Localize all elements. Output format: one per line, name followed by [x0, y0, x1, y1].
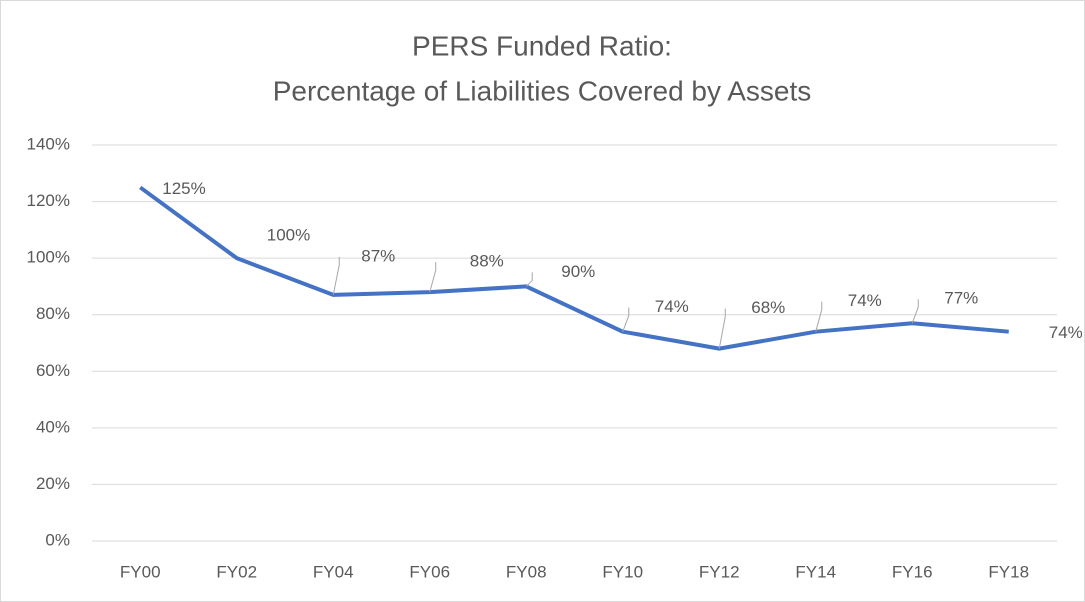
data-label: 125% — [162, 179, 205, 198]
data-label: 90% — [561, 262, 595, 281]
y-tick-label: 20% — [36, 474, 70, 493]
data-label: 100% — [267, 226, 310, 245]
x-tick-label: FY06 — [409, 562, 450, 581]
data-label: 87% — [361, 246, 395, 265]
y-tick-label: 80% — [36, 304, 70, 323]
y-tick-label: 140% — [27, 134, 70, 153]
x-tick-label: FY14 — [795, 562, 836, 581]
x-tick-label: FY18 — [988, 562, 1029, 581]
data-label: 77% — [944, 289, 978, 308]
leader-line — [815, 301, 823, 332]
x-tick-label: FY10 — [602, 562, 643, 581]
x-tick-label: FY12 — [699, 562, 740, 581]
leader-line — [911, 299, 919, 324]
y-tick-label: 40% — [36, 417, 70, 436]
data-label: 74% — [1049, 323, 1083, 342]
data-label: 74% — [848, 291, 882, 310]
y-tick-label: 120% — [27, 191, 70, 210]
leader-line — [332, 256, 340, 296]
data-label: 88% — [470, 252, 504, 271]
y-tick-label: 0% — [45, 530, 70, 549]
x-tick-label: FY02 — [216, 562, 257, 581]
y-tick-label: 100% — [27, 248, 70, 267]
line — [139, 185, 1009, 351]
leader-line — [718, 308, 726, 349]
chart-title: Percentage of Liabilities Covered by Ass… — [273, 75, 812, 106]
chart-title: PERS Funded Ratio: — [412, 30, 672, 61]
leader-line — [622, 307, 630, 332]
x-tick-label: FY00 — [120, 562, 161, 581]
leader-line — [429, 262, 437, 293]
x-tick-label: FY08 — [506, 562, 547, 581]
leader-line — [525, 272, 533, 287]
y-tick-label: 60% — [36, 361, 70, 380]
x-tick-label: FY04 — [313, 562, 354, 581]
x-tick-label: FY16 — [892, 562, 933, 581]
data-label: 74% — [655, 297, 689, 316]
data-label: 68% — [751, 298, 785, 317]
